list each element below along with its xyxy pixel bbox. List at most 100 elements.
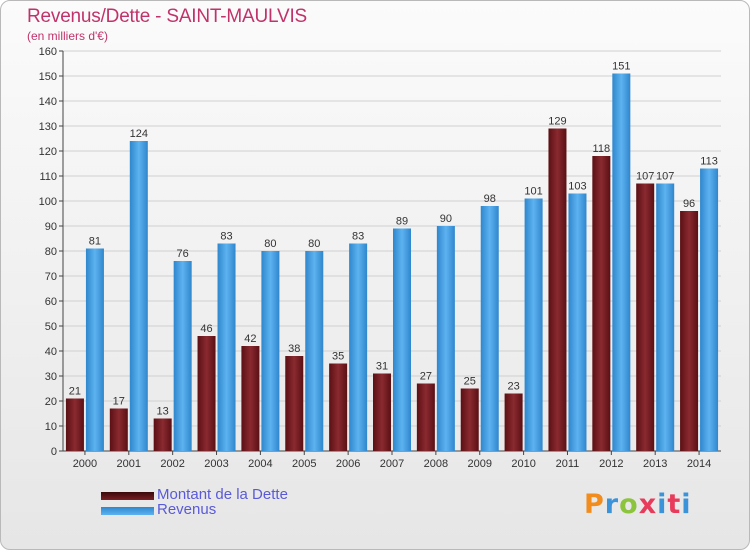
legend-label-revenue: Revenus: [157, 501, 217, 518]
x-tick-label: 2008: [424, 458, 448, 470]
bar-revenue: [700, 168, 719, 451]
legend-label-debt: Montant de la Dette: [157, 486, 288, 503]
x-tick-label: 2014: [687, 458, 711, 470]
bar-revenue: [217, 243, 236, 451]
value-label-revenue: 83: [352, 231, 364, 243]
x-tick-label: 2006: [336, 458, 360, 470]
y-tick-label: 40: [45, 346, 57, 358]
value-label-revenue: 80: [308, 238, 320, 250]
value-label-debt: 31: [376, 361, 388, 373]
x-tick-label: 2002: [160, 458, 184, 470]
y-tick-label: 60: [45, 296, 57, 308]
y-tick-label: 10: [45, 421, 57, 433]
value-label-debt: 129: [548, 116, 566, 128]
axes: 0 10 20 30 40 50 60 70 80 90 100 110 120 130 140 150 160…: [39, 46, 721, 470]
grid-lines: [63, 50, 721, 452]
bar-debt: [65, 398, 84, 451]
value-labels: 21 81 17 124 13 76 46 83 42 80 38 80 35 83 31 89 27 90 25 9…: [69, 61, 718, 418]
x-tick-label: 2011: [556, 458, 580, 470]
x-tick-label: 2001: [117, 458, 141, 470]
bar-debt: [241, 346, 260, 451]
value-label-debt: 46: [200, 323, 212, 335]
bar-revenue: [656, 183, 675, 451]
bar-debt: [548, 128, 567, 451]
y-tick-label: 100: [39, 196, 57, 208]
value-label-revenue: 101: [524, 186, 542, 198]
value-label-debt: 42: [244, 333, 256, 345]
value-label-revenue: 113: [700, 156, 718, 168]
y-tick-label: 110: [39, 171, 57, 183]
value-label-revenue: 90: [440, 213, 452, 225]
value-label-debt: 21: [69, 386, 81, 398]
y-tick-label: 80: [45, 246, 57, 258]
y-tick-label: 0: [51, 446, 57, 458]
proxiti-logo: Proxiti: [584, 489, 692, 520]
legend-swatch-revenue: [101, 507, 154, 515]
x-tick-label: 2000: [73, 458, 97, 470]
bar-revenue: [305, 251, 324, 451]
value-label-debt: 17: [113, 396, 125, 408]
bar-debt: [636, 183, 655, 451]
value-label-debt: 107: [636, 171, 654, 183]
bar-revenue: [436, 226, 455, 451]
x-tick-label: 2003: [204, 458, 228, 470]
legend-swatch-debt: [101, 492, 154, 500]
bar-revenue: [261, 251, 280, 451]
bar-debt: [197, 336, 216, 451]
x-tick-label: 2005: [292, 458, 316, 470]
bar-debt: [329, 363, 348, 451]
value-label-debt: 35: [332, 351, 344, 363]
y-tick-label: 150: [39, 71, 57, 83]
value-label-debt: 38: [288, 343, 300, 355]
chart-title: Revenus/Dette - SAINT-MAULVIS: [27, 6, 307, 27]
bar-revenue: [524, 198, 543, 451]
x-tick-label: 2012: [599, 458, 623, 470]
bar-revenue: [85, 248, 104, 451]
bars: [65, 73, 719, 451]
y-tick-label: 50: [45, 321, 57, 333]
y-tick-label: 130: [39, 121, 57, 133]
y-tick-label: 140: [39, 96, 57, 108]
bar-debt: [592, 156, 611, 451]
bar-debt: [373, 373, 391, 451]
value-label-revenue: 81: [89, 236, 101, 248]
value-label-revenue: 124: [130, 128, 148, 140]
bar-debt: [285, 356, 304, 451]
y-tick-label: 70: [45, 271, 57, 283]
bar-revenue: [129, 141, 148, 451]
bar-debt: [109, 408, 128, 451]
bar-revenue: [393, 228, 411, 451]
x-tick-label: 2010: [511, 458, 535, 470]
x-tick-label: 2013: [643, 458, 667, 470]
value-label-debt: 118: [593, 143, 611, 155]
bar-revenue: [173, 261, 192, 451]
bar-debt: [460, 388, 479, 451]
value-label-revenue: 83: [220, 231, 232, 243]
x-tick-label: 2007: [380, 458, 404, 470]
value-label-revenue: 76: [177, 248, 189, 260]
value-label-debt: 23: [507, 381, 519, 393]
y-tick-label: 120: [39, 146, 57, 158]
bar-revenue: [612, 73, 631, 451]
x-tick-label: 2004: [248, 458, 272, 470]
x-tick-label: 2009: [467, 458, 491, 470]
y-tick-label: 160: [39, 46, 57, 58]
value-label-debt: 25: [464, 376, 476, 388]
value-label-revenue: 107: [656, 171, 674, 183]
bar-revenue: [568, 193, 587, 451]
value-label-revenue: 80: [264, 238, 276, 250]
chart-subtitle: (en milliers d'€): [27, 29, 108, 43]
value-label-debt: 13: [157, 406, 169, 418]
bar-debt: [416, 383, 435, 451]
bar-debt: [680, 211, 699, 451]
value-label-debt: 27: [420, 371, 432, 383]
value-label-revenue: 151: [612, 61, 630, 73]
value-label-debt: 96: [683, 198, 695, 210]
value-label-revenue: 103: [568, 181, 586, 193]
value-label-revenue: 98: [484, 193, 496, 205]
bar-debt: [153, 418, 172, 451]
y-tick-label: 90: [45, 221, 57, 233]
bar-revenue: [349, 243, 368, 451]
